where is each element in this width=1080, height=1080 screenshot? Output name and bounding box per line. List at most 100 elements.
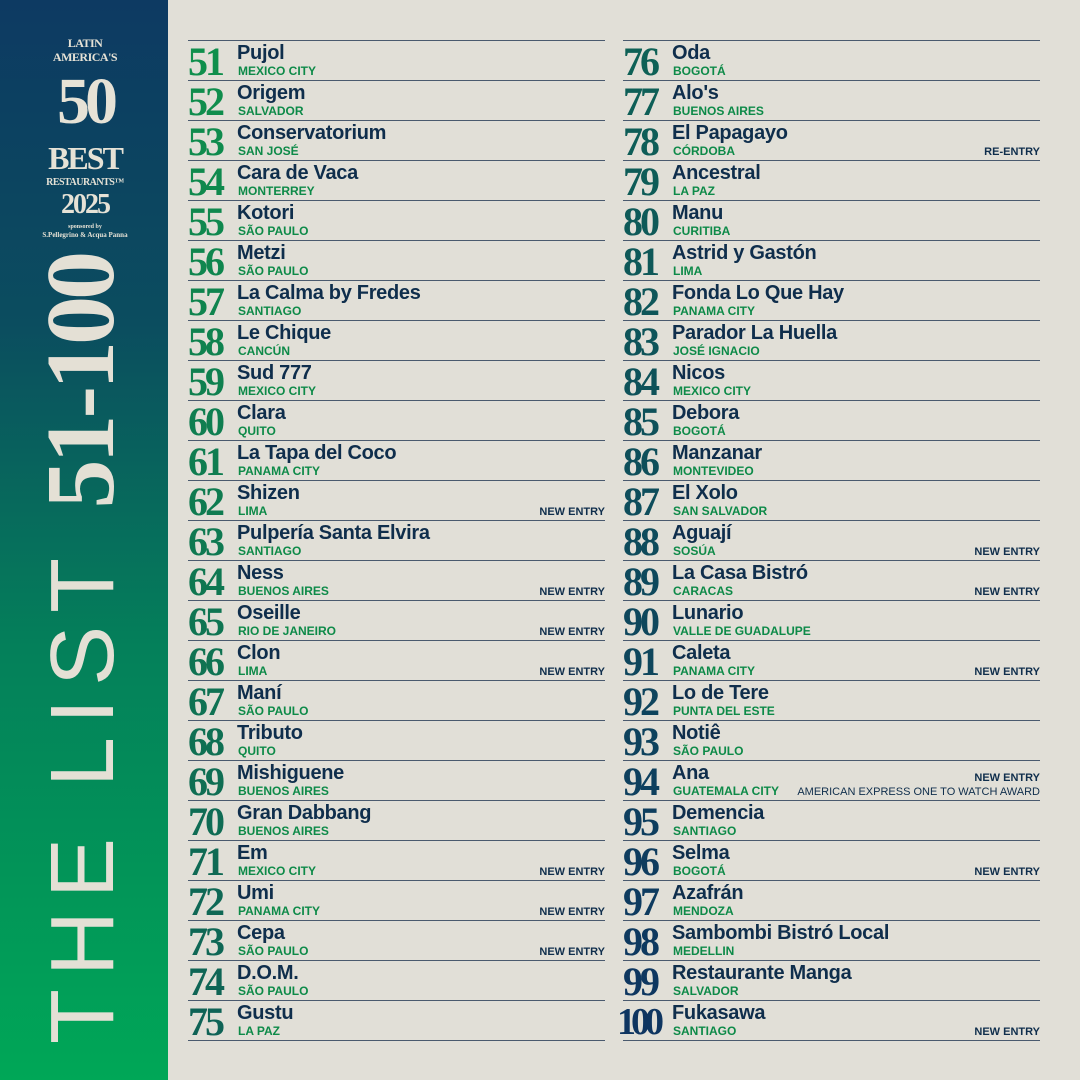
rank-number: 59	[188, 359, 225, 404]
restaurant-city: SANTIAGO	[673, 1024, 737, 1038]
restaurant-name: Oseille	[237, 602, 301, 624]
rank-number: 74	[188, 959, 225, 1004]
restaurant-name: Selma	[672, 842, 730, 864]
list-column-right: 76 Oda BOGOTÁ 77 Alo's BUENOS AIRES 78 El …	[617, 40, 1040, 1042]
logo-year: 2025	[61, 189, 111, 220]
restaurant-city: LIMA	[238, 664, 268, 678]
restaurant-city: MEXICO CITY	[238, 384, 317, 398]
list-item: 93 Notiê SÃO PAULO	[623, 720, 1040, 762]
restaurant-name: La Calma by Fredes	[237, 282, 421, 304]
rank-number: 95	[623, 799, 660, 844]
restaurant-city: PANAMA CITY	[673, 304, 755, 318]
restaurant-city: SÃO PAULO	[238, 984, 309, 998]
rank-number: 54	[188, 159, 225, 204]
restaurant-name: Lo de Tere	[672, 682, 769, 704]
list-item: 95 Demencia SANTIAGO	[623, 799, 1040, 844]
list-item: 56 Metzi SÃO PAULO	[188, 240, 605, 282]
restaurant-city: JOSÉ IGNACIO	[673, 344, 760, 358]
rank-number: 89	[623, 559, 660, 604]
restaurant-city: MONTERREY	[238, 184, 315, 198]
restaurant-city: MENDOZA	[673, 904, 734, 918]
restaurant-city: SANTIAGO	[673, 824, 737, 838]
list-item: 61 La Tapa del Coco PANAMA CITY	[188, 440, 605, 482]
restaurant-name: Conservatorium	[237, 122, 387, 144]
rank-number: 69	[188, 759, 225, 804]
restaurant-name: Clara	[237, 402, 286, 424]
list-item: 54 Cara de Vaca MONTERREY	[188, 159, 605, 204]
list-item: 89 La Casa Bistró CARACAS NEW ENTRY	[623, 559, 1040, 604]
restaurant-name: Parador La Huella	[672, 322, 837, 344]
rank-number: 83	[623, 319, 660, 364]
rank-number: 88	[623, 519, 660, 564]
list-item: 85 Debora BOGOTÁ	[623, 400, 1040, 442]
list-item: 59 Sud 777 MEXICO CITY	[188, 359, 605, 404]
list-item: 81 Astrid y Gastón LIMA	[623, 240, 1040, 282]
restaurant-city: SAN JOSÉ	[238, 144, 299, 158]
list-item: 55 Kotori SÃO PAULO	[188, 200, 605, 242]
list-item: 96 Selma BOGOTÁ NEW ENTRY	[623, 840, 1040, 882]
list-item: 98 Sambombi Bistró Local MEDELLIN	[623, 919, 1040, 964]
restaurant-name: Aguají	[672, 522, 732, 544]
restaurant-city: SÃO PAULO	[238, 224, 309, 238]
restaurant-city: SALVADOR	[238, 104, 304, 118]
list-item: 52 Origem SALVADOR	[188, 80, 605, 122]
sidebar-banner: LATIN AMERICA'S 50 BEST RESTAURANTS™ 202…	[0, 0, 168, 1080]
restaurant-city: LIMA	[673, 264, 703, 278]
heading-the-list: THE LIST	[33, 508, 133, 1044]
rank-number: 68	[188, 719, 225, 764]
entry-badge: NEW ENTRY	[539, 586, 605, 598]
entry-badge: NEW ENTRY	[974, 866, 1040, 878]
rank-number: 66	[188, 639, 225, 684]
restaurant-name: Ness	[237, 562, 284, 584]
list-item: 92 Lo de Tere PUNTA DEL ESTE	[623, 679, 1040, 724]
restaurant-name: Sambombi Bistró Local	[672, 922, 890, 944]
restaurant-name: Pulpería Santa Elvira	[237, 522, 430, 544]
rank-number: 99	[623, 959, 660, 1004]
restaurant-name: Mishiguene	[237, 762, 345, 784]
rank-number: 92	[623, 679, 660, 724]
rank-number: 53	[188, 119, 225, 164]
restaurant-city: GUATEMALA CITY	[673, 784, 779, 798]
restaurant-name: Cara de Vaca	[237, 162, 358, 184]
list-item: 60 Clara QUITO	[188, 400, 605, 442]
restaurant-city: SALVADOR	[673, 984, 739, 998]
list-item: 57 La Calma by Fredes SANTIAGO	[188, 280, 605, 322]
restaurant-name: Azafrán	[672, 882, 744, 904]
restaurant-name: Shizen	[237, 482, 300, 504]
restaurant-city: CURITIBA	[673, 224, 731, 238]
restaurant-city: SOSÚA	[673, 544, 716, 558]
list-item: 63 Pulpería Santa Elvira SANTIAGO	[188, 520, 605, 562]
restaurant-name: Gustu	[237, 1002, 294, 1024]
restaurant-name: Fukasawa	[672, 1002, 766, 1024]
list-item: 97 Azafrán MENDOZA	[623, 880, 1040, 922]
list-item: 90 Lunario VALLE DE GUADALUPE	[623, 600, 1040, 642]
restaurant-name: Manzanar	[672, 442, 762, 464]
rank-number: 98	[623, 919, 660, 964]
entry-badge: NEW ENTRY	[539, 666, 605, 678]
latin-americas-50-best-logo: LATIN AMERICA'S 50 BEST RESTAURANTS™ 202…	[20, 36, 150, 240]
entry-badge: NEW ENTRY	[974, 586, 1040, 598]
restaurant-city: LA PAZ	[238, 1024, 280, 1038]
restaurant-name: Tributo	[237, 722, 303, 744]
rank-number: 100	[617, 1001, 664, 1043]
list-item: 75 Gustu LA PAZ	[188, 1000, 605, 1042]
rank-number: 86	[623, 439, 660, 484]
restaurant-name: Astrid y Gastón	[672, 242, 817, 264]
list-item: 67 Maní SÃO PAULO	[188, 680, 605, 722]
restaurant-city: SÃO PAULO	[238, 944, 309, 958]
list-item: 79 Ancestral LA PAZ	[623, 160, 1040, 202]
restaurant-name: Debora	[672, 402, 740, 424]
restaurant-name: Alo's	[672, 82, 719, 104]
restaurant-name: Manu	[672, 202, 724, 224]
restaurant-city: MEXICO CITY	[673, 384, 752, 398]
list-item: 84 Nicos MEXICO CITY	[623, 360, 1040, 402]
list-item: 69 Mishiguene BUENOS AIRES	[188, 759, 605, 804]
rank-number: 70	[188, 799, 225, 844]
restaurant-city: VALLE DE GUADALUPE	[673, 624, 811, 638]
restaurant-name: Le Chique	[237, 322, 331, 344]
list-item: 83 Parador La Huella JOSÉ IGNACIO	[623, 319, 1040, 364]
restaurant-city: QUITO	[238, 744, 276, 758]
list-column-left: 51 Pujol MEXICO CITY 52 Origem SALVADOR 53…	[188, 40, 605, 1042]
restaurant-city: QUITO	[238, 424, 276, 438]
logo-sponsored: sponsored by	[68, 224, 102, 230]
